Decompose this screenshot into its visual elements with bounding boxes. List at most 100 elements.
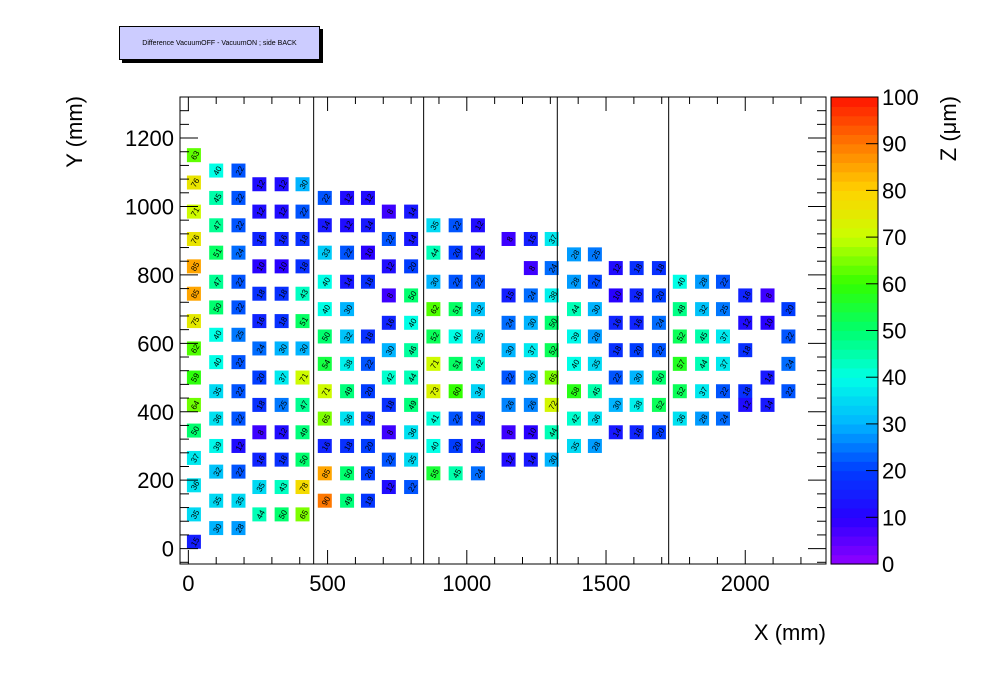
data-marker [186,534,201,549]
y-tick-label: 400 [137,400,174,425]
data-marker [252,397,267,412]
x-tick-label: 1500 [582,571,631,596]
data-marker [608,397,623,412]
data-marker [360,438,375,453]
data-marker [381,204,396,219]
data-marker [252,452,267,467]
data-marker [209,411,224,426]
data-marker [340,218,355,233]
data-marker [426,245,441,260]
data-marker [629,397,644,412]
data-marker [567,274,582,289]
data-marker [381,452,396,467]
data-marker [317,302,332,317]
data-marker [404,343,419,358]
z-tick-label: 30 [882,412,906,437]
data-marker [695,302,710,317]
data-marker [448,411,463,426]
data-marker [501,315,516,330]
data-label: 8 [505,428,515,437]
colorbar-band [831,255,878,266]
data-marker [760,288,775,303]
data-marker [317,274,332,289]
data-marker [672,411,687,426]
data-marker [608,261,623,276]
colorbar-band [831,489,878,500]
data-marker [651,370,666,385]
data-marker [567,384,582,399]
data-marker [470,274,485,289]
data-marker [274,452,289,467]
data-marker [231,411,246,426]
data-marker [274,341,289,356]
data-marker [587,302,602,317]
data-marker [501,370,516,385]
data-marker [317,466,332,481]
data-marker [587,356,602,371]
data-marker [651,397,666,412]
data-marker [295,341,310,356]
data-marker [426,302,441,317]
data-marker [295,425,310,440]
data-marker [274,177,289,192]
data-marker [209,493,224,508]
colorbar-band [831,535,878,546]
data-marker [340,302,355,317]
data-marker [695,356,710,371]
data-marker [738,343,753,358]
data-marker [231,274,246,289]
data-marker [340,356,355,371]
data-marker [186,423,201,438]
colorbar-band [831,311,878,322]
data-marker [340,245,355,260]
data-marker [567,356,582,371]
data-marker [426,356,441,371]
data-marker [209,438,224,453]
data-marker [252,177,267,192]
data-marker [231,355,246,370]
chart-title-box: Difference VacuumOFF - VacuumON ; side B… [119,26,320,60]
data-marker [274,425,289,440]
colorbar-band [831,227,878,238]
x-tick-label: 500 [309,571,346,596]
z-tick-label: 50 [882,319,906,344]
data-marker [186,341,201,356]
data-marker [426,329,441,344]
z-tick-label: 80 [882,178,906,203]
data-marker [404,480,419,495]
data-marker [360,356,375,371]
x-tick-label: 2000 [721,571,770,596]
data-marker [448,356,463,371]
data-marker [381,288,396,303]
data-marker [672,356,687,371]
data-marker [360,190,375,205]
colorbar: 0 10 20 30 40 50 60 70 80 90 100 [830,85,919,577]
data-marker [426,411,441,426]
data-marker [523,315,538,330]
colorbar-band [831,199,878,210]
data-marker [470,411,485,426]
data-marker [186,204,201,219]
colorbar-band [831,134,878,145]
data-marker [544,288,559,303]
data-marker [738,288,753,303]
data-marker [715,274,730,289]
data-marker [231,300,246,315]
data-label: 8 [505,235,515,244]
data-label: 8 [764,291,774,300]
data-marker [448,466,463,481]
data-marker [781,302,796,317]
data-marker [186,450,201,465]
data-marker [608,343,623,358]
data-marker [426,274,441,289]
data-marker [252,259,267,274]
data-marker [186,231,201,246]
data-marker [317,190,332,205]
data-marker [274,507,289,522]
data-marker [544,315,559,330]
colorbar-band [831,106,878,117]
data-marker [567,247,582,262]
data-marker [587,274,602,289]
data-marker [231,521,246,536]
data-marker [404,425,419,440]
